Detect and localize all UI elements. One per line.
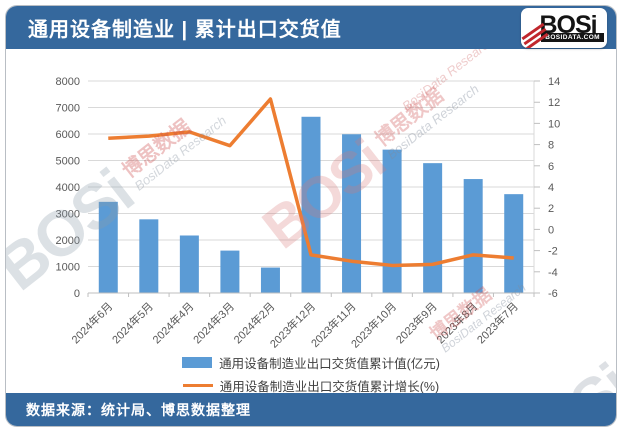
svg-text:0: 0 [548, 224, 554, 236]
header-bar: 通用设备制造业 | 累计出口交货值 BOSi BOSIDATA.COM [6, 6, 616, 49]
svg-text:2024年3月: 2024年3月 [190, 299, 237, 346]
svg-text:2023年7月: 2023年7月 [474, 299, 521, 346]
legend-label-bar-series: 通用设备制造业出口交货值累计值(亿元) [219, 357, 440, 371]
svg-text:4: 4 [548, 182, 554, 194]
svg-text:6000: 6000 [56, 129, 80, 141]
svg-text:7000: 7000 [56, 103, 80, 115]
svg-text:4000: 4000 [56, 182, 80, 194]
chart-card: 通用设备制造业 | 累计出口交货值 BOSi BOSIDATA.COM 0 100… [5, 5, 617, 427]
svg-text:14: 14 [548, 76, 560, 88]
svg-text:-2: -2 [548, 246, 558, 258]
svg-text:5000: 5000 [56, 156, 80, 168]
combo-chart: 0 1000 2000 3000 4000 5000 6000 7000 8000 -6 -4 -2 0… [6, 53, 616, 355]
page-title: 通用设备制造业 | 累计出口交货值 [28, 19, 342, 41]
chart-canvas: 0 1000 2000 3000 4000 5000 6000 7000 8000 -6 -4 -2 0… [56, 76, 561, 351]
bosi-logo: BOSi BOSIDATA.COM [521, 7, 607, 48]
logo-stripes-icon [521, 22, 549, 48]
svg-text:2023年9月: 2023年9月 [393, 299, 440, 346]
svg-text:6: 6 [548, 161, 554, 173]
chart-legend: 通用设备制造业出口交货值累计值(亿元) 通用设备制造业出口交货值累计增长(%) [6, 353, 616, 395]
legend-label-line-series: 通用设备制造业出口交货值累计增长(%) [219, 380, 440, 394]
svg-text:2023年8月: 2023年8月 [433, 299, 480, 346]
svg-text:12: 12 [548, 97, 560, 109]
legend-item-line-series: 通用设备制造业出口交货值累计增长(%) [182, 376, 440, 395]
logo-domain: BOSIDATA.COM [541, 32, 604, 42]
svg-text:3000: 3000 [56, 209, 80, 221]
svg-text:0: 0 [74, 288, 80, 300]
svg-text:2024年4月: 2024年4月 [149, 299, 196, 346]
line-series-swatch-icon [182, 384, 213, 387]
svg-text:8000: 8000 [56, 76, 80, 88]
footer-bar: 数据来源：统计局、博思数据整理 [6, 393, 616, 426]
svg-text:2024年5月: 2024年5月 [109, 299, 156, 346]
svg-text:8: 8 [548, 140, 554, 152]
bar-series-swatch-icon [182, 357, 213, 368]
data-source-text: 数据来源：统计局、博思数据整理 [26, 401, 251, 418]
svg-text:10: 10 [548, 118, 560, 130]
svg-text:2000: 2000 [56, 235, 80, 247]
svg-text:-4: -4 [548, 267, 558, 279]
svg-text:2: 2 [548, 203, 554, 215]
legend-item-bar-series: 通用设备制造业出口交货值累计值(亿元) [182, 353, 440, 372]
svg-text:2024年6月: 2024年6月 [68, 299, 115, 346]
svg-text:-6: -6 [548, 288, 558, 300]
svg-text:1000: 1000 [56, 262, 80, 274]
